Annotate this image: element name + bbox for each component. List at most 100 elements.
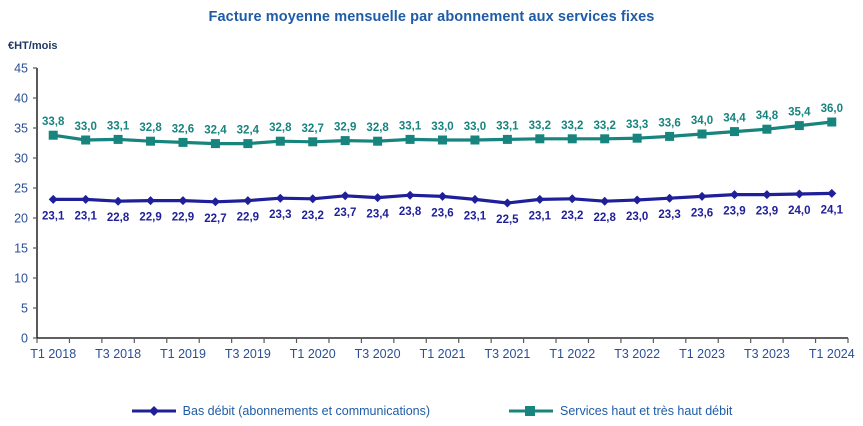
y-axis-tick-label: 30 — [14, 152, 28, 166]
data-label: 23,7 — [334, 207, 356, 219]
data-label: 33,1 — [107, 120, 130, 132]
square-marker-icon — [502, 134, 512, 144]
square-marker-icon — [762, 124, 772, 134]
square-marker-icon — [243, 139, 253, 149]
y-axis-tick-label: 35 — [14, 122, 28, 136]
y-axis-tick-label: 40 — [14, 92, 28, 106]
square-marker-icon — [48, 130, 58, 140]
diamond-marker-icon — [502, 198, 512, 208]
x-axis-tick-label: T3 2023 — [744, 347, 790, 361]
diamond-marker-icon — [178, 196, 188, 206]
square-marker-icon — [665, 131, 675, 141]
square-marker-icon — [405, 134, 415, 144]
x-axis-tick-label: T1 2020 — [290, 347, 336, 361]
legend-swatch-square-icon — [509, 406, 554, 416]
data-label: 22,7 — [204, 213, 226, 225]
square-marker-icon — [438, 135, 447, 145]
y-axis-tick-label: 0 — [21, 332, 28, 346]
data-label: 33,1 — [399, 120, 422, 132]
square-marker-icon — [373, 136, 383, 146]
legend-label-haut-debit: Services haut et très haut débit — [560, 404, 733, 418]
chart-legend: Bas débit (abonnements et communications… — [0, 404, 863, 418]
data-label: 23,1 — [42, 210, 65, 222]
legend-item-bas-debit: Bas débit (abonnements et communications… — [131, 404, 430, 418]
x-axis-tick-label: T1 2022 — [549, 347, 595, 361]
data-label: 34,8 — [756, 110, 779, 122]
diamond-marker-icon — [275, 193, 285, 203]
square-marker-icon — [81, 135, 91, 145]
data-label: 36,0 — [821, 103, 843, 115]
diamond-marker-icon — [729, 190, 739, 200]
diamond-marker-icon — [81, 194, 91, 204]
square-marker-icon — [794, 121, 804, 131]
square-marker-icon — [600, 134, 610, 144]
square-marker-icon — [340, 136, 350, 146]
data-label: 33,0 — [464, 121, 486, 133]
data-label: 33,2 — [561, 120, 583, 132]
data-label: 24,0 — [788, 205, 810, 217]
square-marker-icon — [210, 139, 220, 149]
diamond-marker-icon — [146, 196, 156, 206]
data-label: 22,8 — [107, 212, 130, 224]
diamond-marker-icon — [762, 190, 772, 200]
data-label: 35,4 — [788, 107, 811, 119]
square-marker-icon — [697, 129, 707, 139]
chart-title: Facture moyenne mensuelle par abonnement… — [208, 9, 655, 25]
data-label: 23,3 — [658, 209, 680, 221]
data-label: 23,3 — [269, 209, 291, 221]
y-axis-unit-label: €HT/mois — [8, 40, 58, 52]
data-label: 34,4 — [723, 113, 746, 125]
data-label: 22,9 — [237, 212, 259, 224]
data-label: 34,0 — [691, 115, 713, 127]
diamond-marker-icon — [697, 191, 707, 201]
data-label: 33,3 — [626, 119, 648, 131]
data-label: 32,8 — [366, 122, 389, 134]
square-marker-icon — [146, 136, 156, 146]
data-label: 23,9 — [723, 206, 745, 218]
square-marker-icon — [308, 137, 318, 147]
diamond-marker-icon — [632, 195, 642, 205]
legend-item-haut-debit: Services haut et très haut débit — [508, 404, 732, 418]
diamond-marker-icon — [535, 194, 545, 204]
data-label: 23,2 — [561, 210, 583, 222]
diamond-marker-icon — [48, 194, 58, 204]
square-marker-icon — [632, 133, 642, 143]
series-bas-debit: 23,1 23,1 22,8 22,9 22,9 22,7 22,9 23,3 23,2 23,7… — [42, 188, 844, 226]
data-label: 22,9 — [172, 212, 194, 224]
legend-label-bas-debit: Bas débit (abonnements et communications… — [182, 404, 431, 418]
data-label: 22,9 — [139, 212, 161, 224]
y-axis-tick-label: 5 — [21, 302, 28, 316]
data-label: 33,6 — [658, 117, 680, 129]
legend-swatch-diamond-icon — [131, 406, 176, 416]
data-label: 32,9 — [334, 122, 356, 134]
data-label: 22,5 — [496, 214, 519, 226]
diamond-marker-icon — [405, 190, 415, 200]
data-label: 23,4 — [366, 209, 389, 221]
data-label: 33,2 — [529, 120, 551, 132]
data-label: 32,8 — [139, 122, 162, 134]
x-axis-tick-label: T1 2024 — [809, 347, 855, 361]
diamond-marker-icon — [340, 191, 350, 201]
diamond-marker-icon — [470, 194, 480, 204]
square-marker-icon — [470, 135, 480, 145]
data-label: 33,1 — [496, 120, 519, 132]
square-marker-icon — [567, 134, 577, 144]
diamond-marker-icon — [308, 194, 318, 204]
data-label: 32,7 — [302, 123, 324, 135]
square-marker-icon — [827, 117, 837, 127]
data-label: 32,6 — [172, 123, 194, 135]
x-axis-tick-label: T1 2019 — [160, 347, 206, 361]
diamond-marker-icon — [113, 196, 123, 206]
diamond-marker-icon — [665, 193, 675, 203]
x-axis-tick-label: T3 2019 — [225, 347, 271, 361]
data-label: 33,8 — [42, 116, 65, 128]
diamond-marker-icon — [600, 196, 610, 206]
data-label: 23,2 — [302, 210, 324, 222]
diamond-marker-icon — [243, 196, 253, 206]
data-label: 23,9 — [756, 206, 778, 218]
x-axis: T1 2018 T3 2018 T1 2019 T3 2019 T1 2020 T3 20… — [30, 337, 855, 361]
data-label: 23,1 — [464, 210, 487, 222]
diamond-marker-icon — [567, 194, 577, 204]
